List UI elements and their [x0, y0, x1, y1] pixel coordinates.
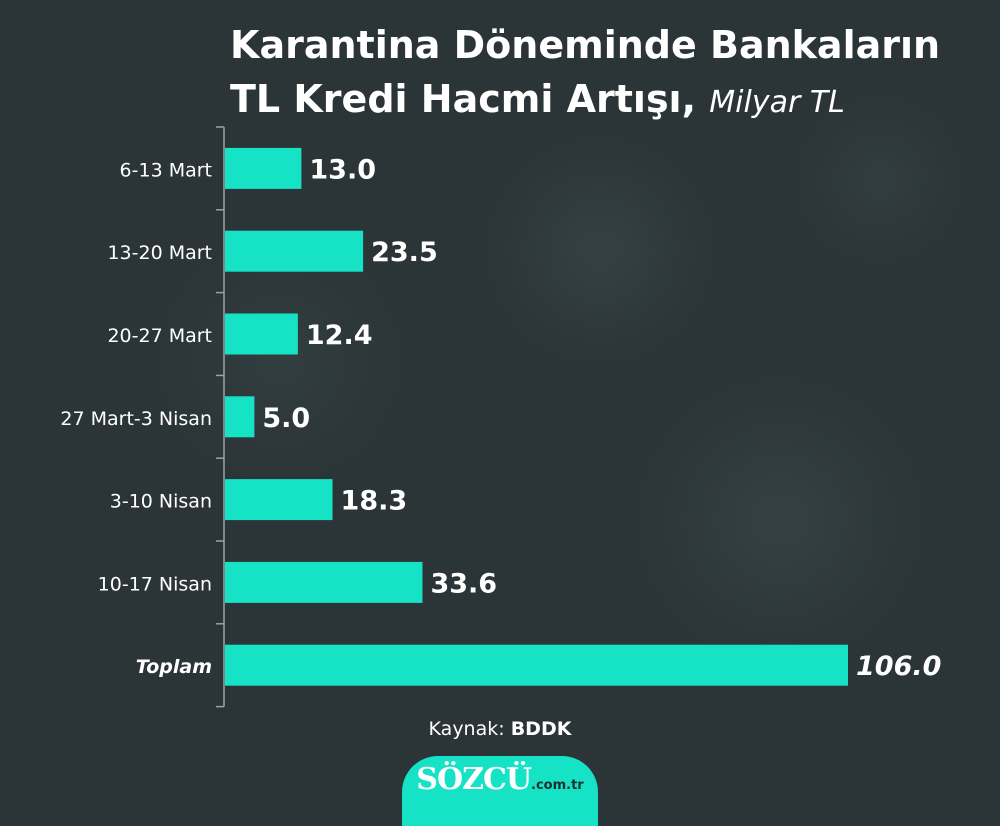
bar [225, 479, 333, 521]
title-line-1: Karantina Döneminde Bankaların [230, 23, 941, 67]
source-label: Kaynak: [428, 718, 505, 740]
source-name: BDDK [510, 718, 572, 740]
value-label: 18.3 [341, 486, 408, 517]
category-label: 10-17 Nisan [98, 573, 212, 595]
chart-title: Karantina Döneminde Bankaların TL Kredi … [230, 18, 990, 130]
value-label: 5.0 [262, 403, 310, 434]
bar [225, 561, 423, 603]
category-label: 6-13 Mart [120, 159, 212, 181]
value-label: 23.5 [371, 237, 438, 268]
logo-tld: .com.tr [531, 778, 584, 793]
background [0, 0, 1000, 800]
bar [225, 644, 848, 686]
category-label: Toplam [136, 656, 212, 678]
category-label: 3-10 Nisan [110, 491, 212, 513]
title-line-2: TL Kredi Hacmi Artışı, [230, 77, 697, 121]
category-label: 13-20 Mart [107, 242, 212, 264]
category-label: 27 Mart-3 Nisan [60, 408, 212, 430]
value-label: 106.0 [856, 651, 941, 682]
logo-name: SÖZCÜ [416, 762, 532, 797]
bar [225, 396, 255, 438]
bar [225, 313, 298, 355]
brand-logo: SÖZCÜ.com.tr [402, 756, 598, 826]
bar [225, 147, 302, 189]
value-label: 13.0 [309, 154, 376, 185]
category-label: 20-27 Mart [107, 325, 212, 347]
value-label: 12.4 [306, 320, 373, 351]
title-unit: Milyar TL [709, 85, 845, 120]
source-note: Kaynak: BDDK [0, 718, 1000, 740]
bar [225, 230, 364, 272]
value-label: 33.6 [430, 568, 497, 599]
bar-chart: 6-13 Mart 13.0 13-20 Mart 23.5 20-27 Mart 12.… [60, 126, 941, 708]
